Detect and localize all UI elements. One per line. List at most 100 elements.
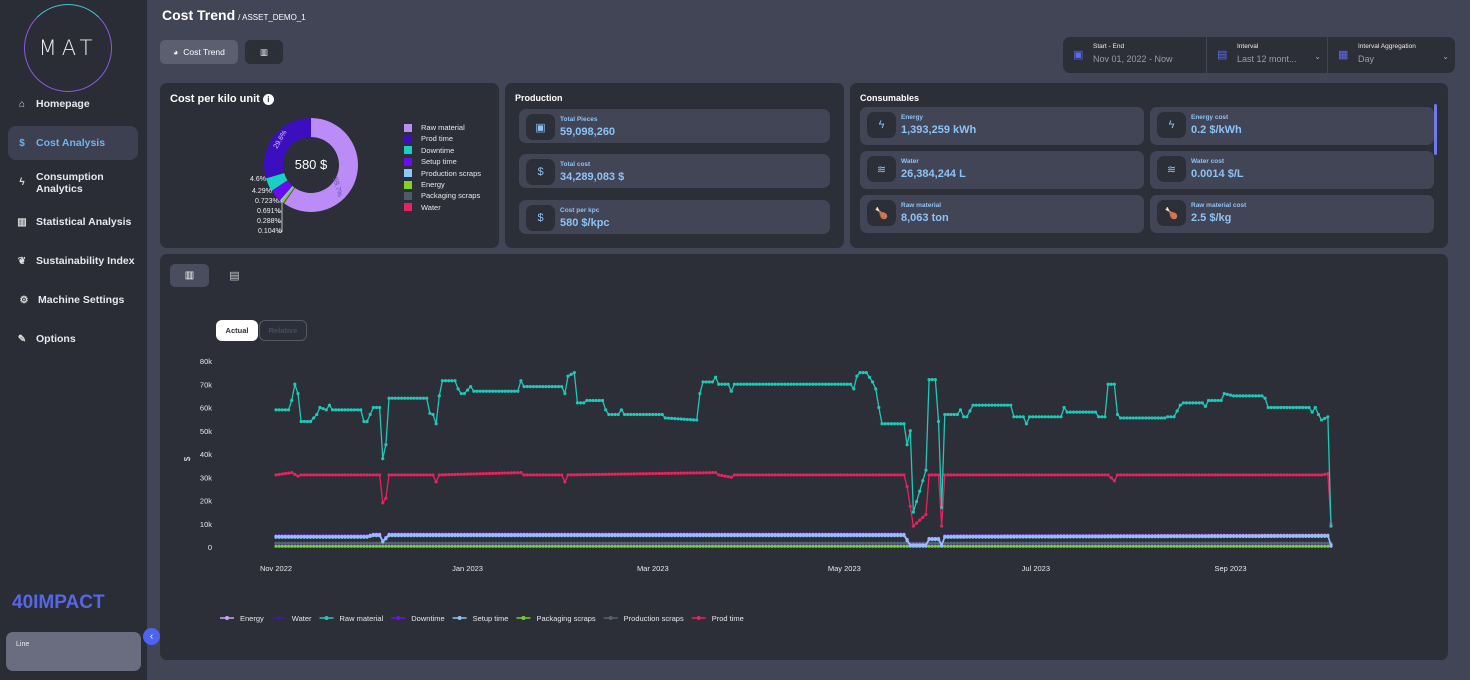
data-point[interactable] [776, 534, 780, 538]
data-point[interactable] [343, 544, 347, 548]
data-point[interactable] [1285, 541, 1289, 545]
data-point[interactable] [487, 471, 492, 476]
data-point[interactable] [663, 416, 667, 420]
data-point[interactable] [946, 473, 950, 477]
data-point[interactable] [425, 396, 429, 400]
data-point[interactable] [1266, 405, 1270, 410]
data-point[interactable] [563, 534, 567, 538]
data-point[interactable] [1266, 473, 1270, 477]
data-point[interactable] [1081, 410, 1085, 414]
data-point[interactable] [349, 408, 353, 412]
data-point[interactable] [1254, 534, 1258, 539]
data-point[interactable] [472, 534, 476, 538]
data-point[interactable] [531, 473, 536, 477]
data-point[interactable] [713, 544, 718, 548]
data-point[interactable] [638, 544, 642, 548]
data-point[interactable] [842, 382, 846, 386]
donut-slice-energy[interactable] [281, 186, 295, 203]
data-point[interactable] [892, 544, 897, 548]
data-point[interactable] [673, 471, 677, 475]
data-point[interactable] [880, 541, 884, 545]
data-point[interactable] [842, 541, 846, 545]
data-point[interactable] [324, 473, 328, 477]
data-point[interactable] [1053, 544, 1057, 548]
data-point[interactable] [1081, 541, 1085, 545]
data-point[interactable] [1304, 473, 1308, 477]
data-point[interactable] [607, 534, 611, 538]
data-point[interactable] [1062, 405, 1066, 410]
data-point[interactable] [761, 473, 765, 477]
data-point[interactable] [362, 544, 366, 548]
data-point[interactable] [874, 534, 878, 538]
data-point[interactable] [535, 473, 539, 477]
data-point[interactable] [305, 535, 309, 539]
chart-legend-item[interactable]: Prod time [691, 614, 744, 623]
data-point[interactable] [437, 534, 441, 538]
data-point[interactable] [396, 473, 401, 477]
data-point[interactable] [1279, 541, 1283, 545]
data-point[interactable] [535, 384, 539, 389]
data-point[interactable] [692, 418, 696, 422]
data-point[interactable] [406, 396, 410, 400]
data-point[interactable] [889, 473, 894, 477]
data-point[interactable] [1081, 544, 1085, 548]
data-point[interactable] [1301, 405, 1305, 410]
data-point[interactable] [927, 544, 931, 548]
data-point[interactable] [955, 535, 959, 539]
data-point[interactable] [1304, 405, 1308, 410]
data-point[interactable] [434, 480, 438, 484]
data-point[interactable] [962, 544, 966, 548]
data-point[interactable] [1162, 416, 1167, 420]
data-point[interactable] [1119, 544, 1123, 548]
data-point[interactable] [1153, 416, 1157, 420]
data-point[interactable] [538, 544, 542, 548]
data-point[interactable] [899, 473, 903, 477]
data-point[interactable] [1068, 541, 1072, 545]
data-point[interactable] [629, 541, 633, 545]
data-point[interactable] [896, 422, 900, 426]
data-point[interactable] [1062, 535, 1066, 539]
data-point[interactable] [1247, 394, 1251, 398]
data-point[interactable] [786, 382, 790, 386]
data-point[interactable] [403, 396, 407, 400]
data-point[interactable] [971, 535, 975, 539]
data-point[interactable] [522, 544, 526, 548]
data-point[interactable] [525, 384, 529, 389]
data-point[interactable] [494, 541, 498, 545]
data-point[interactable] [1043, 541, 1047, 545]
data-point[interactable] [1005, 403, 1010, 407]
data-point[interactable] [962, 473, 966, 477]
data-point[interactable] [390, 544, 394, 548]
data-point[interactable] [1216, 541, 1220, 545]
data-point[interactable] [968, 544, 972, 548]
data-point[interactable] [874, 544, 878, 548]
data-point[interactable] [346, 541, 350, 545]
data-point[interactable] [820, 544, 824, 548]
data-point[interactable] [641, 534, 645, 538]
data-point[interactable] [312, 535, 316, 539]
data-point[interactable] [428, 473, 432, 477]
data-point[interactable] [726, 541, 730, 545]
data-point[interactable] [312, 541, 316, 545]
data-point[interactable] [315, 544, 319, 548]
data-point[interactable] [1298, 473, 1302, 477]
data-point[interactable] [1081, 535, 1085, 539]
data-point[interactable] [1062, 544, 1066, 548]
data-point[interactable] [742, 544, 746, 548]
data-point[interactable] [588, 534, 592, 538]
data-point[interactable] [1043, 535, 1047, 539]
data-point[interactable] [1272, 541, 1277, 545]
data-point[interactable] [487, 534, 492, 538]
data-point[interactable] [808, 473, 812, 477]
data-point[interactable] [688, 544, 693, 548]
data-point[interactable] [1031, 544, 1035, 548]
data-point[interactable] [1206, 398, 1211, 403]
data-point[interactable] [1216, 534, 1220, 539]
data-point[interactable] [855, 374, 859, 378]
data-point[interactable] [936, 419, 941, 424]
data-point[interactable] [1301, 534, 1305, 538]
data-point[interactable] [1222, 534, 1226, 539]
data-point[interactable] [1316, 541, 1321, 545]
data-point[interactable] [387, 473, 391, 477]
data-point[interactable] [340, 544, 344, 548]
